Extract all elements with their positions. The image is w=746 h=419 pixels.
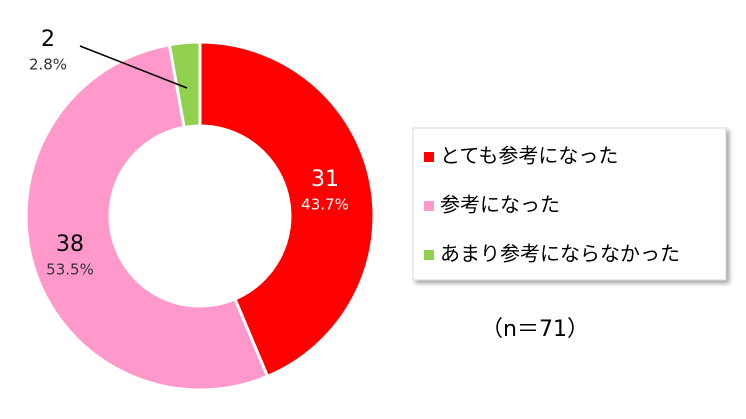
legend-label: とても参考になった — [440, 144, 618, 168]
legend-swatch — [424, 152, 434, 162]
value-label: 31 — [311, 167, 339, 192]
donut-slice — [198, 40, 376, 379]
value-label: 2 — [41, 27, 55, 52]
legend-swatch — [424, 250, 434, 260]
legend-label: あまり参考にならなかった — [440, 242, 680, 266]
value-label: 38 — [56, 232, 84, 257]
percent-label: 43.7% — [301, 196, 349, 214]
sample-size-note: （n＝71） — [481, 317, 589, 342]
legend-swatch — [424, 201, 434, 211]
donut-slice — [24, 42, 270, 392]
donut-slice — [167, 40, 202, 130]
legend-box — [412, 127, 727, 281]
legend-label: 参考になった — [440, 193, 560, 217]
percent-label: 2.8% — [29, 56, 67, 74]
percent-label: 53.5% — [46, 261, 94, 279]
leader-line — [79, 45, 188, 89]
